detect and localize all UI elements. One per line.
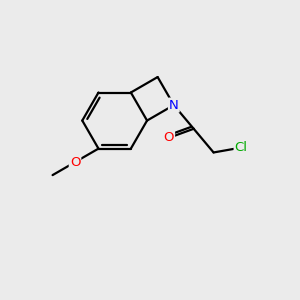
Text: N: N xyxy=(169,99,179,112)
Text: Cl: Cl xyxy=(235,141,248,154)
Text: O: O xyxy=(164,131,174,144)
Text: O: O xyxy=(70,156,80,169)
